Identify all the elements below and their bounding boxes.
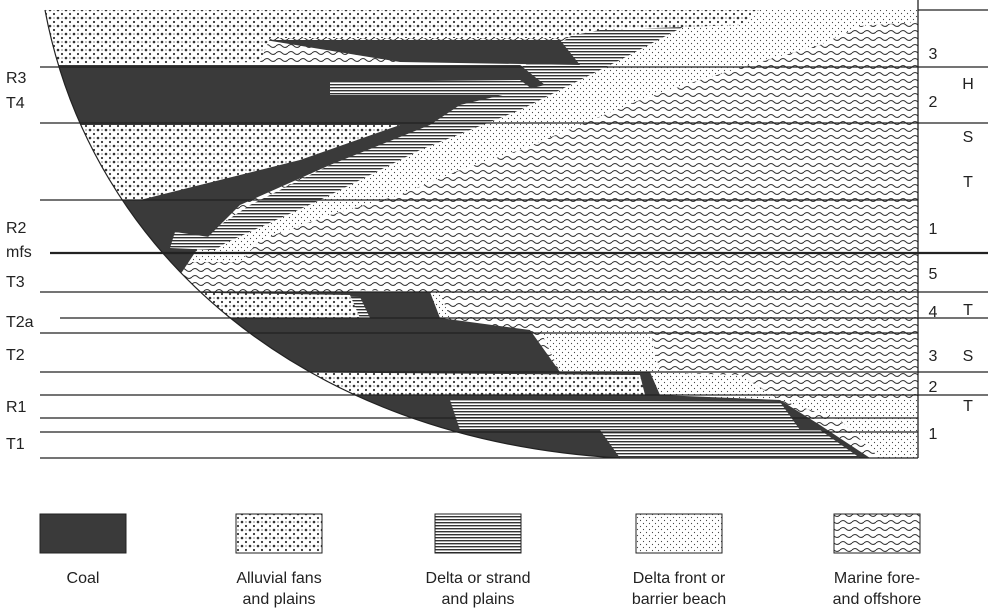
facies-fill [45, 10, 918, 458]
surface-label: mfs [6, 244, 32, 261]
sequence-number: 3 [929, 348, 938, 365]
surface-label: T2 [6, 347, 25, 364]
sequence-number: 3 [929, 46, 938, 63]
sequence-number: 1 [929, 221, 938, 238]
sequence-number: 2 [929, 94, 938, 111]
systems-tract-letter: T [963, 174, 973, 191]
legend-label: and offshore [833, 591, 922, 608]
legend-label: Alluvial fans [236, 570, 321, 587]
systems-tract-letter: T [963, 398, 973, 415]
surface-label: T3 [6, 274, 25, 291]
surface-label: T4 [6, 95, 25, 112]
systems-tract-letter: T [963, 302, 973, 319]
sequence-number: 1 [929, 426, 938, 443]
legend-label: Marine fore- [834, 570, 920, 587]
surface-lines [40, 0, 988, 459]
surface-label: R1 [6, 399, 27, 416]
surface-label: R3 [6, 70, 27, 87]
sequence-number: 2 [929, 379, 938, 396]
legend-label: Delta or strand [426, 570, 531, 587]
sequence-number: 5 [929, 266, 938, 283]
systems-tract-letter: S [963, 129, 974, 146]
surface-label: T2a [6, 314, 34, 331]
legend-label: and plains [442, 591, 515, 608]
systems-tract-letter: S [963, 348, 974, 365]
legend-label: Delta front or [633, 570, 726, 587]
legend-swatches [39, 513, 921, 554]
surface-label: T1 [6, 436, 25, 453]
surface-label: R2 [6, 220, 27, 237]
legend-label: barrier beach [632, 591, 726, 608]
systems-tract-letter: H [962, 76, 974, 93]
legend-label: and plains [243, 591, 316, 608]
basin-margin [44, 9, 621, 459]
legend-label: Coal [67, 570, 100, 587]
sequence-number: 4 [929, 304, 938, 321]
